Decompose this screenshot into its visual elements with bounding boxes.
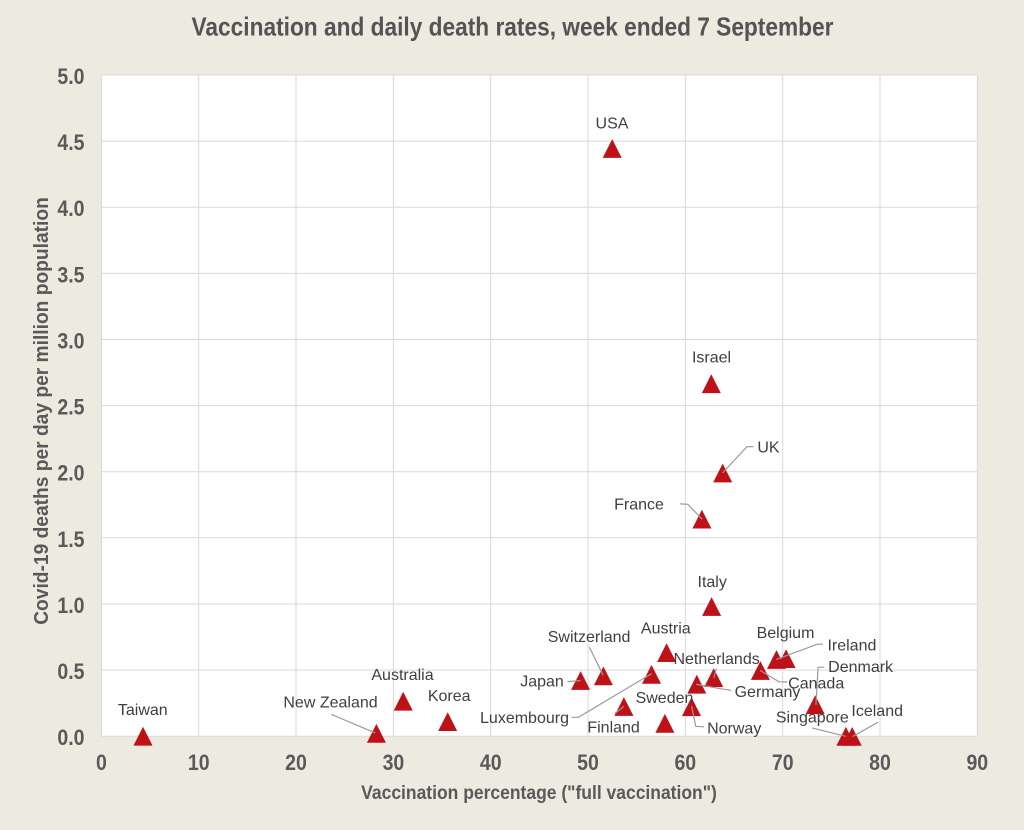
- svg-text:50: 50: [577, 751, 599, 775]
- svg-text:3.5: 3.5: [57, 263, 84, 287]
- svg-text:2.0: 2.0: [57, 462, 84, 486]
- svg-text:4.5: 4.5: [57, 131, 84, 155]
- svg-text:UK: UK: [757, 439, 780, 456]
- svg-text:90: 90: [966, 751, 988, 775]
- svg-text:Israel: Israel: [692, 349, 731, 366]
- svg-text:Germany: Germany: [735, 684, 801, 701]
- svg-text:Netherlands: Netherlands: [673, 651, 759, 668]
- svg-text:70: 70: [772, 751, 794, 775]
- svg-text:Australia: Australia: [371, 667, 433, 684]
- svg-text:Covid-19 deaths per day per mi: Covid-19 deaths per day per million popu…: [30, 197, 53, 625]
- svg-text:0.0: 0.0: [57, 726, 84, 750]
- svg-text:10: 10: [188, 751, 210, 775]
- svg-text:Ireland: Ireland: [827, 638, 876, 655]
- svg-text:Iceland: Iceland: [851, 703, 903, 720]
- svg-text:Denmark: Denmark: [828, 659, 894, 676]
- svg-text:40: 40: [480, 751, 502, 775]
- svg-text:Singapore: Singapore: [776, 709, 849, 726]
- svg-text:80: 80: [869, 751, 891, 775]
- svg-text:30: 30: [383, 751, 405, 775]
- svg-text:0.5: 0.5: [57, 660, 84, 684]
- svg-text:1.5: 1.5: [57, 528, 84, 552]
- svg-text:0: 0: [96, 751, 107, 775]
- svg-text:Japan: Japan: [520, 674, 564, 691]
- svg-text:Switzerland: Switzerland: [548, 629, 631, 646]
- svg-text:Norway: Norway: [707, 721, 761, 738]
- svg-text:20: 20: [285, 751, 307, 775]
- svg-text:5.0: 5.0: [57, 65, 84, 89]
- svg-text:Austria: Austria: [641, 621, 691, 638]
- svg-text:Vaccination percentage ("full: Vaccination percentage ("full vaccinatio…: [361, 781, 717, 803]
- svg-text:Canada: Canada: [788, 676, 844, 693]
- svg-text:Luxembourg: Luxembourg: [480, 710, 569, 727]
- svg-text:Belgium: Belgium: [757, 625, 815, 642]
- svg-text:USA: USA: [596, 116, 629, 133]
- svg-text:4.0: 4.0: [57, 197, 84, 221]
- svg-text:Italy: Italy: [698, 574, 727, 591]
- svg-text:Korea: Korea: [428, 688, 471, 705]
- svg-text:New Zealand: New Zealand: [283, 694, 377, 711]
- svg-text:Taiwan: Taiwan: [118, 702, 168, 719]
- svg-text:3.0: 3.0: [57, 330, 84, 354]
- svg-text:2.5: 2.5: [57, 396, 84, 420]
- svg-text:60: 60: [674, 751, 696, 775]
- svg-text:Vaccination and daily death ra: Vaccination and daily death rates, week …: [192, 13, 834, 42]
- svg-text:Finland: Finland: [587, 719, 639, 736]
- svg-text:1.0: 1.0: [57, 594, 84, 618]
- svg-text:Sweden: Sweden: [636, 690, 694, 707]
- svg-text:France: France: [614, 497, 664, 514]
